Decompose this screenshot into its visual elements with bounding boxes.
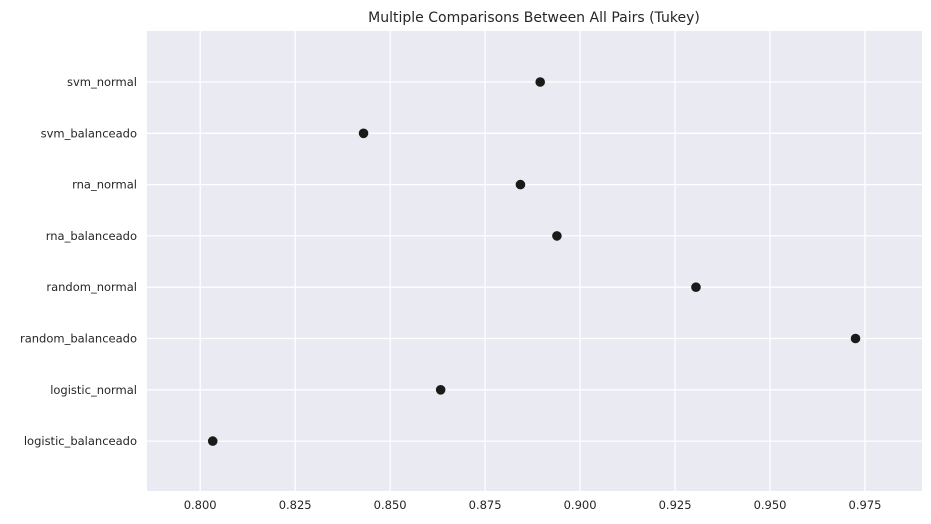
- y-tick-label: random_normal: [46, 280, 137, 294]
- x-tick-label: 0.925: [659, 498, 692, 512]
- x-tick-label: 0.875: [469, 498, 502, 512]
- y-tick-label: svm_balanceado: [41, 126, 137, 140]
- y-tick-label: svm_normal: [67, 75, 137, 89]
- x-tick-label: 0.950: [754, 498, 787, 512]
- y-tick-label: logistic_balanceado: [24, 434, 137, 448]
- grid-lines: [147, 31, 922, 491]
- data-point-logistic-balanceado: [207, 436, 218, 446]
- x-tick-label: 0.825: [279, 498, 312, 512]
- y-tick-label: rna_normal: [72, 178, 137, 192]
- plot-area: [147, 31, 922, 491]
- data-point-svm-balanceado: [358, 128, 369, 139]
- x-tick-label: 0.850: [374, 498, 407, 512]
- x-tick-label: 0.900: [564, 498, 597, 512]
- y-tick-label: rna_balanceado: [46, 229, 137, 243]
- data-points: [207, 77, 861, 446]
- y-axis-ticks: svm_normal svm_balanceado rna_normal rna_ba…: [20, 75, 137, 448]
- data-point-random-normal: [691, 282, 701, 293]
- data-point-random-balanceado: [850, 333, 861, 344]
- data-point-rna-normal: [515, 179, 526, 190]
- chart-title: Multiple Comparisons Between All Pairs (…: [368, 10, 700, 26]
- data-point-logistic-normal: [435, 385, 446, 395]
- x-axis-ticks: 0.800 0.825 0.850 0.875 0.900 0.925 0.950 0.975: [184, 498, 882, 512]
- x-tick-label: 0.800: [184, 498, 217, 512]
- data-point-svm-normal: [535, 77, 545, 87]
- x-tick-label: 0.975: [849, 498, 882, 512]
- y-tick-label: logistic_normal: [50, 383, 137, 397]
- data-point-rna-balanceado: [552, 231, 562, 241]
- y-tick-label: random_balanceado: [20, 332, 137, 346]
